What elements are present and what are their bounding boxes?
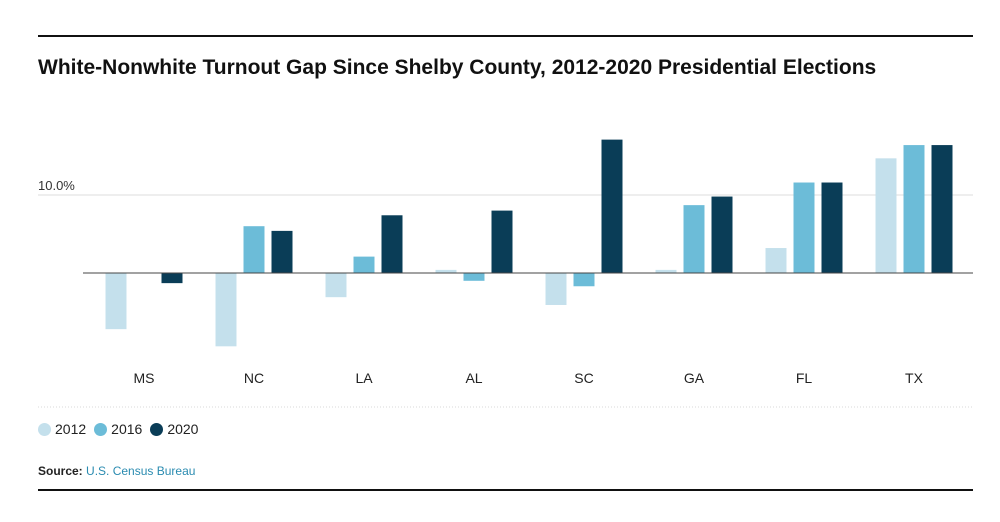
- legend-swatch-2020: [150, 422, 164, 436]
- x-tick-label-ms: MS: [134, 370, 155, 386]
- bar-tx-2020: [931, 145, 953, 273]
- source-link[interactable]: U.S. Census Bureau: [86, 464, 196, 478]
- bar-al-2016: [463, 273, 485, 281]
- bar-ms-2012: [105, 273, 127, 330]
- bar-nc-2012: [215, 273, 237, 347]
- x-tick-label-sc: SC: [574, 370, 593, 386]
- bar-fl-2020: [821, 182, 843, 273]
- chart-title: White-Nonwhite Turnout Gap Since Shelby …: [38, 56, 877, 79]
- x-tick-label-fl: FL: [796, 370, 813, 386]
- bar-nc-2020: [271, 230, 293, 273]
- legend-swatch-2016: [94, 422, 108, 436]
- bar-ga-2012: [655, 269, 677, 273]
- legend-label-2020: 2020: [167, 421, 199, 437]
- legend-item-2012: 2012: [38, 421, 86, 437]
- bar-fl-2012: [765, 248, 787, 273]
- source-label: Source:: [38, 464, 83, 478]
- legend-item-2016: 2016: [94, 421, 142, 437]
- bar-sc-2020: [601, 139, 623, 273]
- legend: 2012 2016 2020: [38, 421, 206, 437]
- bar-sc-2016: [573, 273, 595, 287]
- bar-tx-2012: [875, 158, 897, 273]
- bar-ms-2020: [161, 273, 183, 284]
- legend-label-2012: 2012: [55, 421, 87, 437]
- bar-ga-2020: [711, 196, 733, 273]
- bar-al-2020: [491, 210, 513, 273]
- x-tick-label-al: AL: [465, 370, 482, 386]
- x-tick-label-nc: NC: [244, 370, 264, 386]
- bar-nc-2016: [243, 226, 265, 273]
- x-tick-label-la: LA: [355, 370, 373, 386]
- bar-la-2020: [381, 215, 403, 273]
- bottom-rule: [38, 489, 973, 491]
- legend-item-2020: 2020: [150, 421, 198, 437]
- bar-la-2016: [353, 256, 375, 273]
- x-tick-label-tx: TX: [905, 370, 924, 386]
- bar-al-2012: [435, 269, 457, 273]
- bar-la-2012: [325, 273, 347, 298]
- bar-ga-2016: [683, 205, 705, 273]
- top-rule: [38, 35, 973, 37]
- bar-fl-2016: [793, 182, 815, 273]
- x-tick-label-ga: GA: [684, 370, 705, 386]
- legend-label-2016: 2016: [111, 421, 143, 437]
- bar-sc-2012: [545, 273, 567, 305]
- bar-tx-2016: [903, 145, 925, 273]
- source-note: Source: U.S. Census Bureau: [38, 464, 195, 478]
- y-tick-label: 10.0%: [38, 178, 75, 193]
- legend-swatch-2012: [38, 422, 51, 436]
